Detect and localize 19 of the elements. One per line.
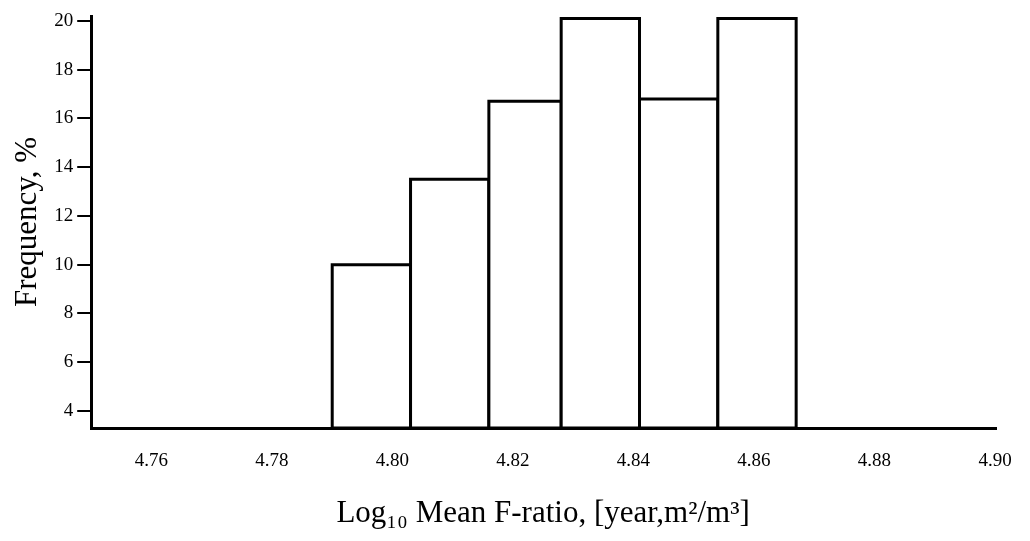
x-tick-label: 4.84 xyxy=(616,449,651,471)
y-tick-label: 18 xyxy=(54,57,74,79)
y-tick-label: 10 xyxy=(54,252,74,274)
y-tick-label: 20 xyxy=(54,8,74,30)
y-tick-label: 14 xyxy=(54,155,74,177)
x-tick-label: 4.90 xyxy=(978,449,1012,471)
x-tick-label: 4.76 xyxy=(134,449,169,471)
y-tick-label: 8 xyxy=(63,301,74,323)
y-tick-label: 12 xyxy=(54,203,74,225)
y-tick-label: 4 xyxy=(63,398,74,420)
x-tick-label: 4.78 xyxy=(255,449,289,471)
y-tick-label: 6 xyxy=(63,350,74,372)
x-tick-label: 4.88 xyxy=(857,449,892,471)
y-axis-title: Frequency, % xyxy=(7,136,43,308)
x-axis-title: Log₁₀ Mean F-ratio, [year,m²/m³] xyxy=(336,493,750,529)
x-tick-label: 4.80 xyxy=(375,449,410,471)
x-tick-label: 4.86 xyxy=(737,449,771,471)
x-tick-label: 4.82 xyxy=(496,449,530,471)
y-tick-label: 16 xyxy=(54,106,74,128)
